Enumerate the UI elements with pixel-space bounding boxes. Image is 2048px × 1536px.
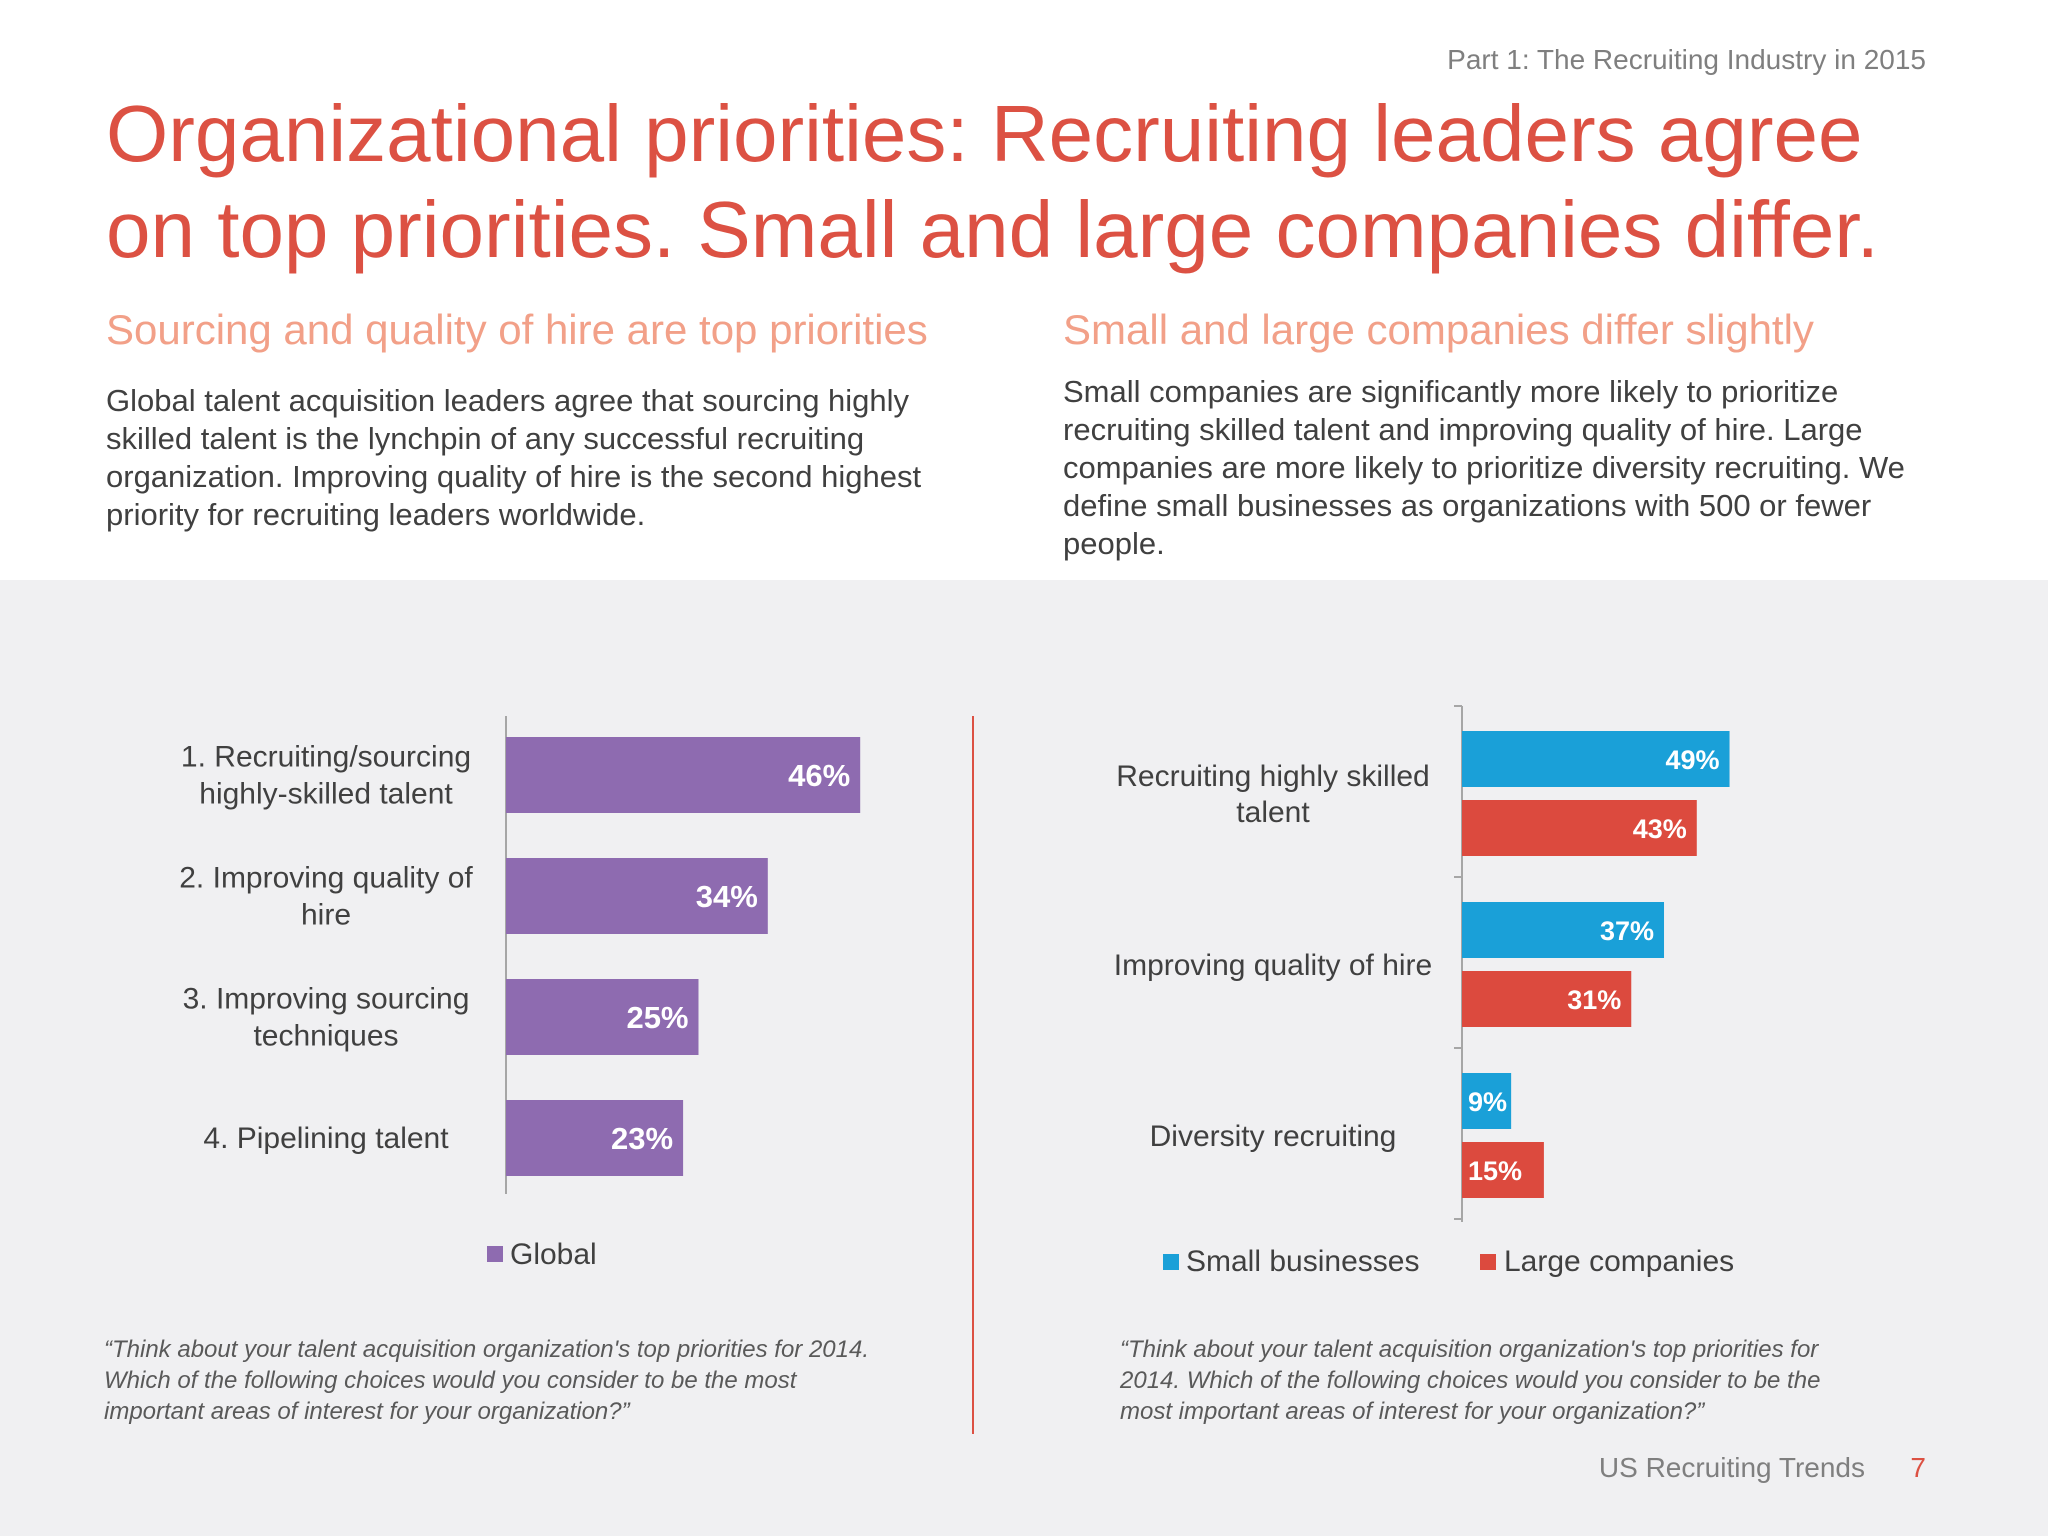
bar-small-businesses — [1462, 902, 1665, 958]
bar-large-companies — [1462, 1142, 1544, 1198]
bar-small-businesses — [1462, 1073, 1512, 1129]
page-title: Organizational priorities: Recruiting le… — [106, 89, 1879, 274]
bar-value-label: 46% — [788, 758, 850, 793]
header-section — [0, 0, 2048, 580]
right-body-text: Small companies are significantly more l… — [1063, 374, 1905, 561]
category-label: 1. Recruiting/sourcing — [181, 741, 471, 774]
column-divider — [972, 716, 974, 1434]
bar-value-label: 49% — [1665, 745, 1719, 775]
right-subheading: Small and large companies differ slightl… — [1063, 306, 1814, 353]
page-number: 7 — [1910, 1452, 1926, 1483]
left-survey-quote: “Think about your talent acquisition org… — [104, 1336, 870, 1425]
category-label: highly-skilled talent — [199, 778, 453, 811]
bar-global — [506, 979, 699, 1055]
bar-large-companies — [1462, 800, 1697, 856]
legend-swatch-large-companies — [1480, 1254, 1496, 1270]
legend-swatch-global — [487, 1246, 503, 1262]
bar-value-label: 43% — [1633, 814, 1687, 844]
category-label: 4. Pipelining talent — [203, 1122, 449, 1155]
right-survey-quote: “Think about your talent acquisition org… — [1120, 1336, 1821, 1425]
bar-value-label: 25% — [626, 1000, 688, 1035]
bar-value-label: 15% — [1468, 1156, 1522, 1186]
left-body-text: Global talent acquisition leaders agree … — [106, 383, 922, 532]
category-label: hire — [301, 899, 351, 932]
bar-value-label: 9% — [1468, 1087, 1507, 1117]
part-label: Part 1: The Recruiting Industry in 2015 — [1447, 44, 1926, 75]
bar-value-label: 23% — [611, 1121, 673, 1156]
category-label: Diversity recruiting — [1150, 1120, 1397, 1153]
left-subheading: Sourcing and quality of hire are top pri… — [106, 306, 928, 353]
category-label: techniques — [253, 1020, 398, 1053]
bar-large-companies — [1462, 971, 1632, 1027]
category-label: talent — [1236, 796, 1310, 829]
legend-label-small-businesses: Small businesses — [1186, 1245, 1419, 1278]
bar-global — [506, 737, 861, 813]
category-label: Recruiting highly skilled — [1116, 760, 1429, 793]
bar-value-label: 31% — [1567, 985, 1621, 1015]
bar-global — [506, 1100, 684, 1176]
bar-small-businesses — [1462, 731, 1730, 787]
legend-label-large-companies: Large companies — [1504, 1245, 1734, 1278]
bar-value-label: 34% — [696, 879, 758, 914]
bar-value-label: 37% — [1600, 916, 1654, 946]
bar-global — [506, 858, 768, 934]
legend-label-global: Global — [510, 1238, 597, 1271]
legend-swatch-small-businesses — [1163, 1254, 1179, 1270]
category-label: 2. Improving quality of — [179, 862, 473, 895]
global-priorities-chart: 46% 1. Recruiting/sourcing highly-skilled … — [179, 716, 861, 1271]
category-label: 3. Improving sourcing — [183, 983, 470, 1016]
footer-label: US Recruiting Trends — [1598, 1452, 1865, 1483]
category-label: Improving quality of hire — [1114, 949, 1433, 982]
